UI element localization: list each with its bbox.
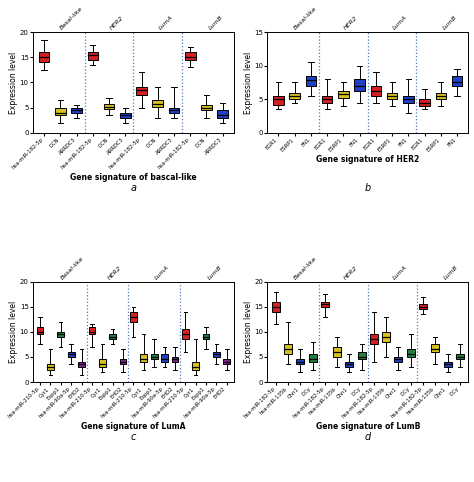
X-axis label: Gene signature of HER2: Gene signature of HER2 — [316, 155, 419, 164]
Bar — [371, 86, 381, 96]
Bar — [185, 52, 195, 60]
Bar — [223, 360, 230, 364]
Bar — [273, 96, 284, 105]
Bar — [99, 360, 106, 367]
Text: LumA: LumA — [392, 264, 409, 281]
Bar — [456, 354, 464, 360]
Bar — [452, 76, 462, 86]
Text: Basal-like: Basal-like — [60, 255, 85, 281]
Bar — [333, 347, 341, 357]
Text: HER2: HER2 — [344, 15, 359, 31]
Bar — [119, 360, 127, 364]
Bar — [444, 362, 452, 367]
Text: c: c — [131, 432, 136, 442]
Bar — [140, 354, 147, 362]
Bar — [57, 332, 64, 337]
Y-axis label: Expression level: Expression level — [9, 301, 18, 363]
Text: b: b — [365, 183, 371, 193]
Bar — [346, 362, 353, 367]
Bar — [88, 52, 98, 60]
Bar — [436, 93, 446, 99]
Text: Basal-like: Basal-like — [293, 255, 318, 281]
Bar — [322, 96, 332, 103]
Bar — [104, 104, 114, 108]
Text: LumB: LumB — [443, 264, 459, 281]
Text: LumB: LumB — [442, 15, 459, 31]
Text: LumA: LumA — [158, 15, 174, 31]
Bar — [136, 88, 147, 95]
Bar — [370, 335, 378, 344]
Y-axis label: Expression level: Expression level — [244, 301, 253, 363]
Bar — [355, 79, 365, 91]
Bar — [130, 312, 137, 322]
Bar — [394, 357, 402, 362]
Bar — [284, 344, 292, 354]
Text: a: a — [130, 183, 137, 193]
Text: LumB: LumB — [207, 264, 223, 281]
Bar — [358, 352, 365, 360]
Bar — [89, 327, 95, 335]
Bar — [203, 335, 210, 339]
X-axis label: Gene signature of LumB: Gene signature of LumB — [316, 422, 420, 431]
Bar — [387, 93, 397, 99]
Bar — [382, 332, 390, 342]
Bar — [213, 352, 220, 357]
Bar — [169, 107, 179, 113]
Bar — [153, 100, 163, 107]
Bar — [78, 362, 85, 367]
Y-axis label: Expression level: Expression level — [9, 52, 18, 114]
Text: Basal-like: Basal-like — [59, 6, 84, 31]
Bar — [36, 327, 44, 335]
Text: d: d — [365, 432, 371, 442]
Bar — [55, 107, 65, 115]
Text: HER2: HER2 — [343, 265, 359, 281]
Bar — [419, 99, 430, 106]
Text: LumA: LumA — [154, 264, 170, 281]
Bar — [172, 357, 178, 362]
Bar — [272, 302, 280, 312]
Text: LumA: LumA — [392, 15, 408, 31]
Bar — [201, 105, 212, 110]
Bar — [218, 110, 228, 118]
Bar — [321, 302, 329, 307]
Text: LumB: LumB — [208, 15, 224, 31]
Text: HER2: HER2 — [109, 15, 125, 31]
Bar — [39, 52, 49, 62]
Bar — [296, 360, 304, 364]
Bar — [151, 354, 157, 360]
X-axis label: Gene signature of LumA: Gene signature of LumA — [81, 422, 186, 431]
Bar — [71, 107, 82, 113]
Bar — [403, 96, 414, 103]
Bar — [68, 352, 74, 357]
Bar — [182, 329, 189, 339]
Bar — [47, 364, 54, 370]
Text: Basal-like: Basal-like — [293, 6, 318, 31]
Bar — [192, 362, 199, 370]
X-axis label: Gene signature of bascal-like: Gene signature of bascal-like — [70, 173, 197, 182]
Bar — [338, 91, 349, 98]
Text: HER2: HER2 — [108, 265, 123, 281]
Bar — [309, 354, 317, 362]
Bar — [120, 113, 130, 118]
Bar — [290, 93, 300, 99]
Bar — [407, 349, 415, 357]
Y-axis label: Expression level: Expression level — [244, 52, 253, 114]
Bar — [161, 354, 168, 362]
Bar — [109, 335, 116, 339]
Bar — [306, 76, 316, 86]
Bar — [419, 304, 427, 309]
Bar — [431, 344, 439, 352]
